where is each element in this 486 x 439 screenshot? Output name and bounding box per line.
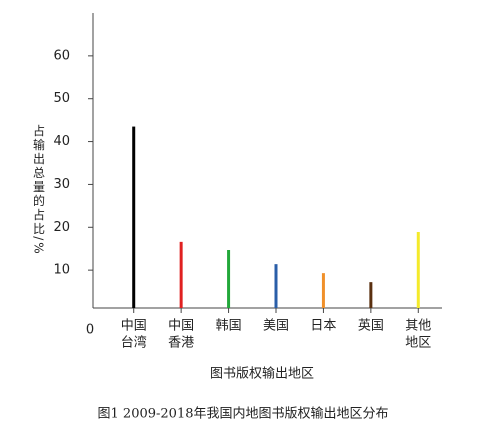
bar: [321, 273, 325, 308]
x-tick-label: 英国: [358, 319, 384, 334]
bar: [369, 282, 373, 308]
x-tick-label: 美国: [263, 319, 289, 334]
y-tick-label: 60: [53, 48, 70, 63]
x-tick-label: 韩国: [216, 319, 242, 334]
y-tick-label: 30: [53, 177, 70, 192]
x-tick-label: 地区: [405, 336, 431, 351]
bar: [132, 126, 136, 308]
origin-label: 0: [86, 323, 94, 338]
x-tick-label: 其他: [405, 319, 431, 334]
caption: 图1 2009-2018年我国内地图书版权输出地区分布: [98, 406, 389, 422]
x-tick-label: 中国: [121, 319, 147, 334]
bar: [416, 232, 420, 308]
x-tick-label: 台湾: [121, 335, 147, 351]
y-tick-label: 40: [53, 134, 70, 149]
y-tick-label: 10: [53, 263, 70, 278]
bar: [179, 241, 183, 308]
bar: [274, 264, 278, 308]
x-tick-label: 香港: [168, 336, 194, 351]
x-axis-label: 图书版权输出地区: [210, 366, 314, 382]
bar: [227, 250, 231, 308]
y-tick-label: 50: [53, 91, 70, 106]
x-tick-label: 日本: [310, 319, 336, 334]
x-tick-label: 中国: [168, 319, 194, 334]
y-axis-label: 占输出总量的占比/%: [32, 123, 46, 256]
y-tick-label: 20: [53, 220, 70, 235]
